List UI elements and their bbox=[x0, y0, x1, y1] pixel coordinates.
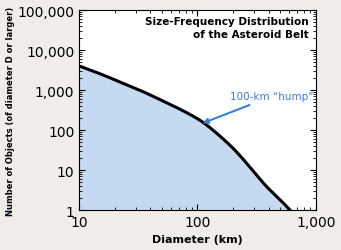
Text: Size-Frequency Distribution
of the Asteroid Belt: Size-Frequency Distribution of the Aster… bbox=[145, 17, 309, 40]
Text: 100-km “hump”: 100-km “hump” bbox=[205, 92, 314, 123]
Y-axis label: Number of Objects (of diameter D or larger): Number of Objects (of diameter D or larg… bbox=[5, 6, 15, 215]
X-axis label: Diameter (km): Diameter (km) bbox=[152, 234, 243, 244]
